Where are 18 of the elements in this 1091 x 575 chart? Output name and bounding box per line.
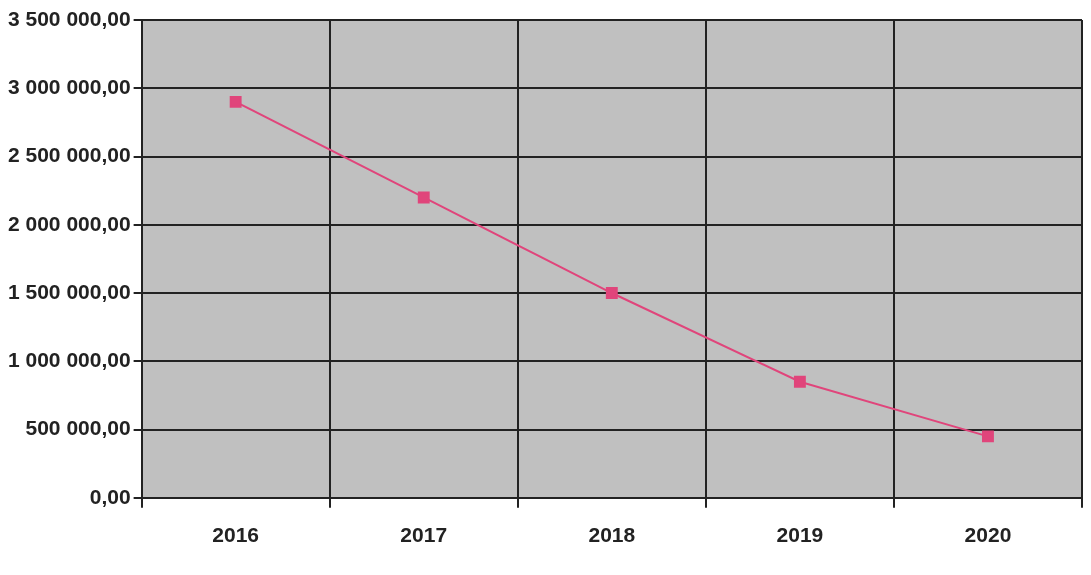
y-tick-label: 500 000,00 bbox=[25, 416, 131, 440]
y-tick-label: 2 500 000,00 bbox=[7, 143, 131, 167]
x-tick-label: 2020 bbox=[964, 523, 1012, 547]
point bbox=[229, 95, 242, 108]
point bbox=[605, 287, 618, 299]
y-tick-label: 0,00 bbox=[89, 484, 131, 508]
y-tick-label: 3 500 000,00 bbox=[7, 6, 131, 30]
y-tick-label: 1 000 000,00 bbox=[7, 348, 131, 372]
x-tick-label: 2018 bbox=[588, 523, 636, 547]
point bbox=[793, 375, 806, 388]
y-tick-label: 1 500 000,00 bbox=[7, 279, 131, 303]
y-tick-label: 2 000 000,00 bbox=[7, 211, 131, 235]
x-tick-label: 2017 bbox=[400, 523, 448, 547]
x-tick-label: 2019 bbox=[776, 523, 824, 547]
y-tick-label: 3 000 000,00 bbox=[7, 75, 131, 99]
point bbox=[417, 191, 430, 204]
x-tick-label: 2016 bbox=[212, 523, 260, 547]
point bbox=[982, 430, 994, 443]
